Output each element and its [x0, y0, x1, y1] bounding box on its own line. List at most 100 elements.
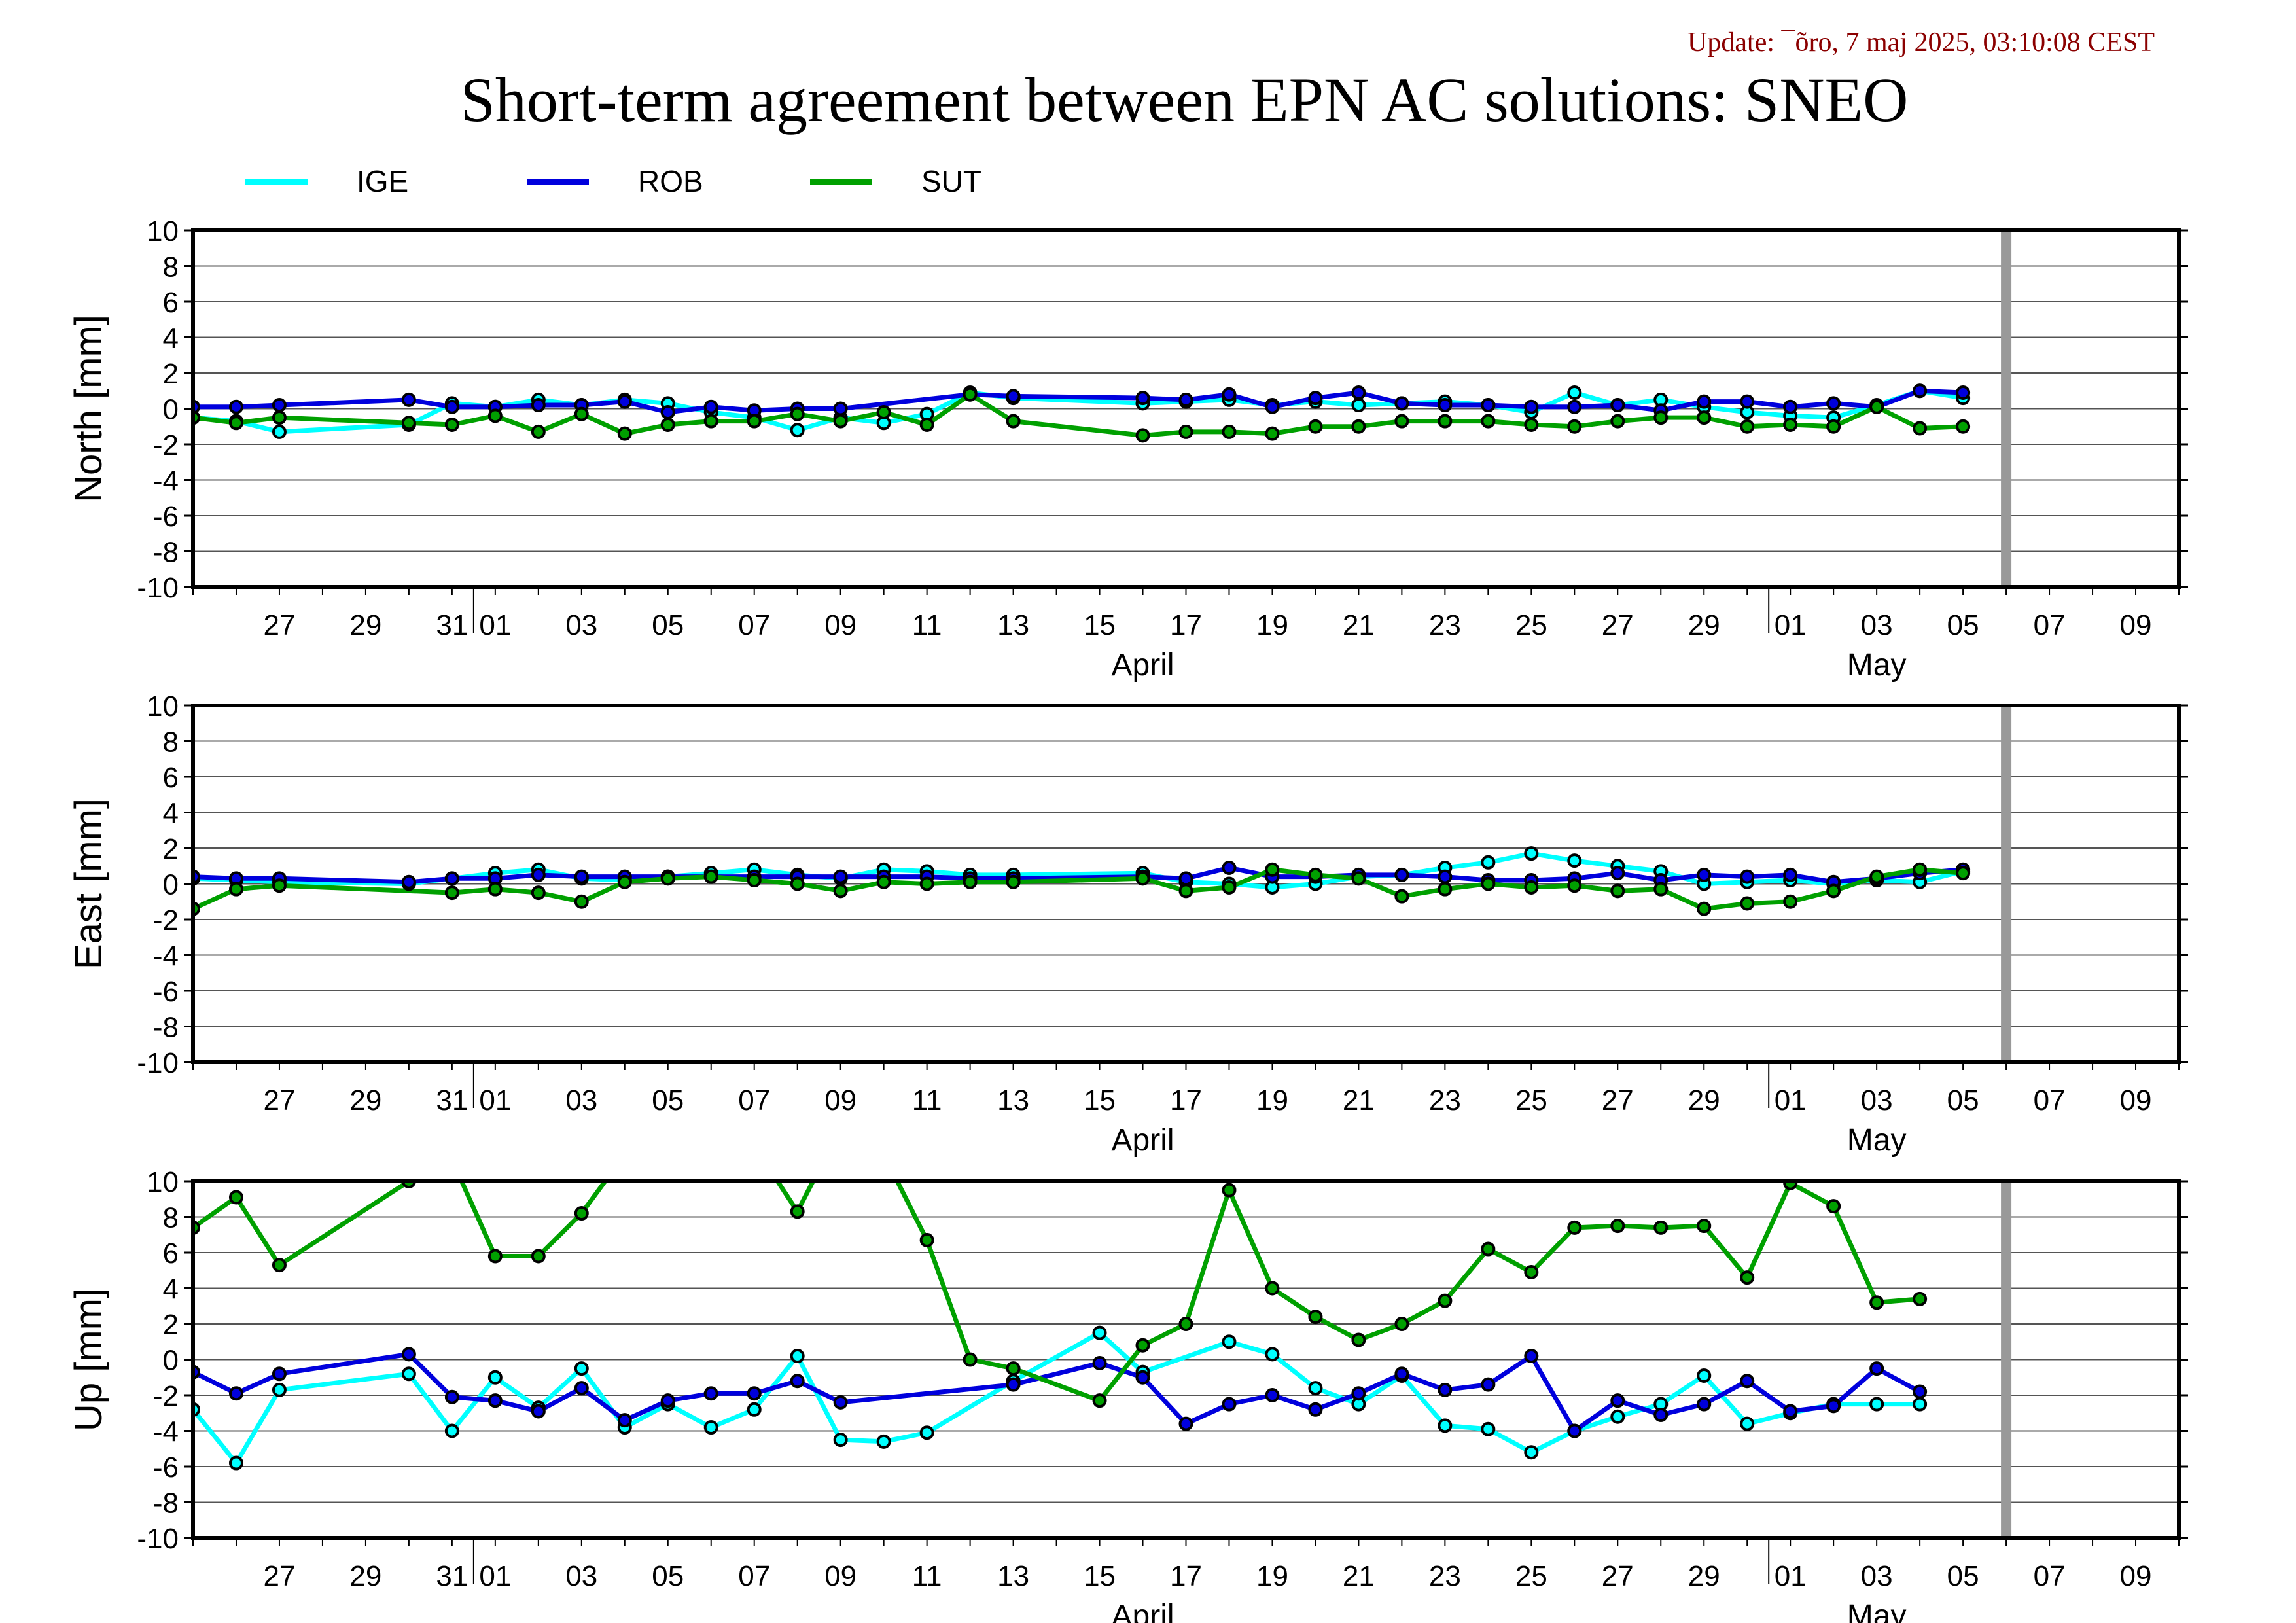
data-point-ige: [790, 423, 805, 438]
data-point-rob: [1524, 1349, 1539, 1364]
data-point-rob: [703, 1386, 718, 1401]
data-point-rob: [1481, 398, 1496, 413]
data-point-rob: [660, 1393, 675, 1408]
x-tick-label: 09: [2120, 609, 2152, 641]
legend: IGE ROB SUT: [245, 164, 981, 198]
data-point-sut: [1438, 414, 1453, 429]
x-tick-label: 03: [1861, 1084, 1893, 1116]
data-point-rob: [1956, 385, 1971, 400]
y-tick-label: -10: [137, 1523, 179, 1555]
y-tick-label: -2: [153, 904, 179, 936]
data-point-rob: [1869, 1361, 1884, 1376]
x-tick-label: 29: [349, 1560, 381, 1592]
data-point-sut: [876, 404, 891, 419]
month-label: April: [1112, 1599, 1174, 1623]
data-point-rob: [660, 404, 675, 419]
x-tick-label: 03: [565, 1560, 597, 1592]
data-point-ige: [1351, 398, 1366, 413]
data-point-sut: [574, 1206, 589, 1221]
x-tick-label: 05: [1947, 609, 1979, 641]
data-point-sut: [1913, 862, 1928, 877]
data-point-sut: [574, 406, 589, 421]
x-tick-label: 23: [1429, 1560, 1461, 1592]
plot-frame: [191, 704, 2181, 1064]
x-tick-label: 31: [436, 1560, 468, 1592]
data-point-sut: [228, 416, 243, 431]
data-point-sut: [1697, 901, 1712, 916]
data-point-sut: [1783, 418, 1798, 433]
data-point-sut: [919, 418, 934, 433]
data-point-sut: [1826, 883, 1841, 899]
data-point-sut: [531, 1249, 546, 1264]
data-point-sut: [444, 418, 459, 433]
y-tick-label: -8: [153, 537, 179, 569]
data-point-sut: [1308, 867, 1323, 882]
data-point-rob: [1783, 1404, 1798, 1419]
panel-north: 10 8 6 42 0-2 -4 -6 -8-10 27 29 31 01 03 05 07 09 11 13 15…: [67, 215, 2188, 683]
data-point-ige: [272, 1382, 287, 1397]
data-point-rob: [1697, 394, 1712, 409]
data-point-rob: [1913, 383, 1928, 399]
x-tick-label: 09: [824, 609, 857, 641]
data-point-rob: [1567, 399, 1582, 414]
data-point-rob: [574, 869, 589, 884]
y-tick-label: 10: [147, 1166, 179, 1198]
today-marker: [2001, 705, 2012, 1062]
panel-up: 10 8 6 42 0-2 -4 -6 -8-10 27 29 31 01 03 05 07 09 11 13 15…: [67, 1166, 2188, 1623]
data-point-sut: [1869, 399, 1884, 414]
data-point-ige: [1265, 1347, 1280, 1362]
data-point-sut: [790, 876, 805, 891]
x-tick-label: 01: [1775, 1084, 1807, 1116]
x-tick-label: 27: [1602, 609, 1634, 641]
data-point-rob: [401, 1347, 416, 1362]
x-tick-label: 03: [565, 609, 597, 641]
data-point-sut: [660, 418, 675, 433]
x-tick-label: 07: [738, 1084, 770, 1116]
data-point-ige: [1481, 1421, 1496, 1436]
x-tick-label: 19: [1256, 609, 1288, 641]
x-tick-label: 31: [436, 1084, 468, 1116]
plot-frame: [191, 228, 2181, 589]
data-point-ige: [1438, 1418, 1453, 1433]
data-point-ige: [790, 1349, 805, 1364]
data-point-rob: [574, 1381, 589, 1396]
y-tick-label: -8: [153, 1012, 179, 1044]
data-point-rob: [1783, 867, 1798, 882]
data-point-sut: [1265, 1281, 1280, 1296]
data-point-sut: [228, 882, 243, 897]
data-point-ige: [272, 424, 287, 439]
series-line-sut: [193, 1181, 1920, 1403]
data-point-rob: [531, 398, 546, 413]
data-point-ige: [1610, 1409, 1625, 1424]
month-label: May: [1847, 1599, 1907, 1623]
y-tick-label: 2: [163, 358, 179, 390]
data-point-rob: [1006, 389, 1021, 404]
x-tick-label: 03: [1861, 609, 1893, 641]
y-tick-label: -6: [153, 1452, 179, 1484]
month-label: May: [1847, 648, 1907, 683]
data-point-sut: [919, 1232, 934, 1247]
x-tick-label: 05: [652, 1084, 684, 1116]
data-point-sut: [1438, 882, 1453, 897]
x-tick-label: 11: [912, 609, 942, 641]
y-tick-label: -4: [153, 465, 179, 497]
data-point-sut: [919, 876, 934, 891]
data-point-sut: [401, 416, 416, 431]
x-tick-label: 03: [565, 1084, 597, 1116]
x-tick-label: 03: [1861, 1560, 1893, 1592]
data-point-ige: [1913, 1397, 1928, 1412]
data-point-rob: [1481, 1377, 1496, 1392]
data-point-sut: [444, 885, 459, 901]
data-point-sut: [1351, 1332, 1366, 1347]
data-point-rob: [1740, 869, 1755, 884]
y-tick-label: 0: [163, 394, 179, 426]
x-tick-label: 29: [349, 1084, 381, 1116]
y-tick-label: 6: [163, 287, 179, 319]
data-point-sut: [1222, 880, 1237, 895]
y-tick-label: -4: [153, 940, 179, 972]
x-tick-label: 29: [349, 609, 381, 641]
month-label: May: [1847, 1123, 1907, 1158]
data-point-sut: [1438, 1293, 1453, 1308]
y-tick-label: 0: [163, 1345, 179, 1377]
